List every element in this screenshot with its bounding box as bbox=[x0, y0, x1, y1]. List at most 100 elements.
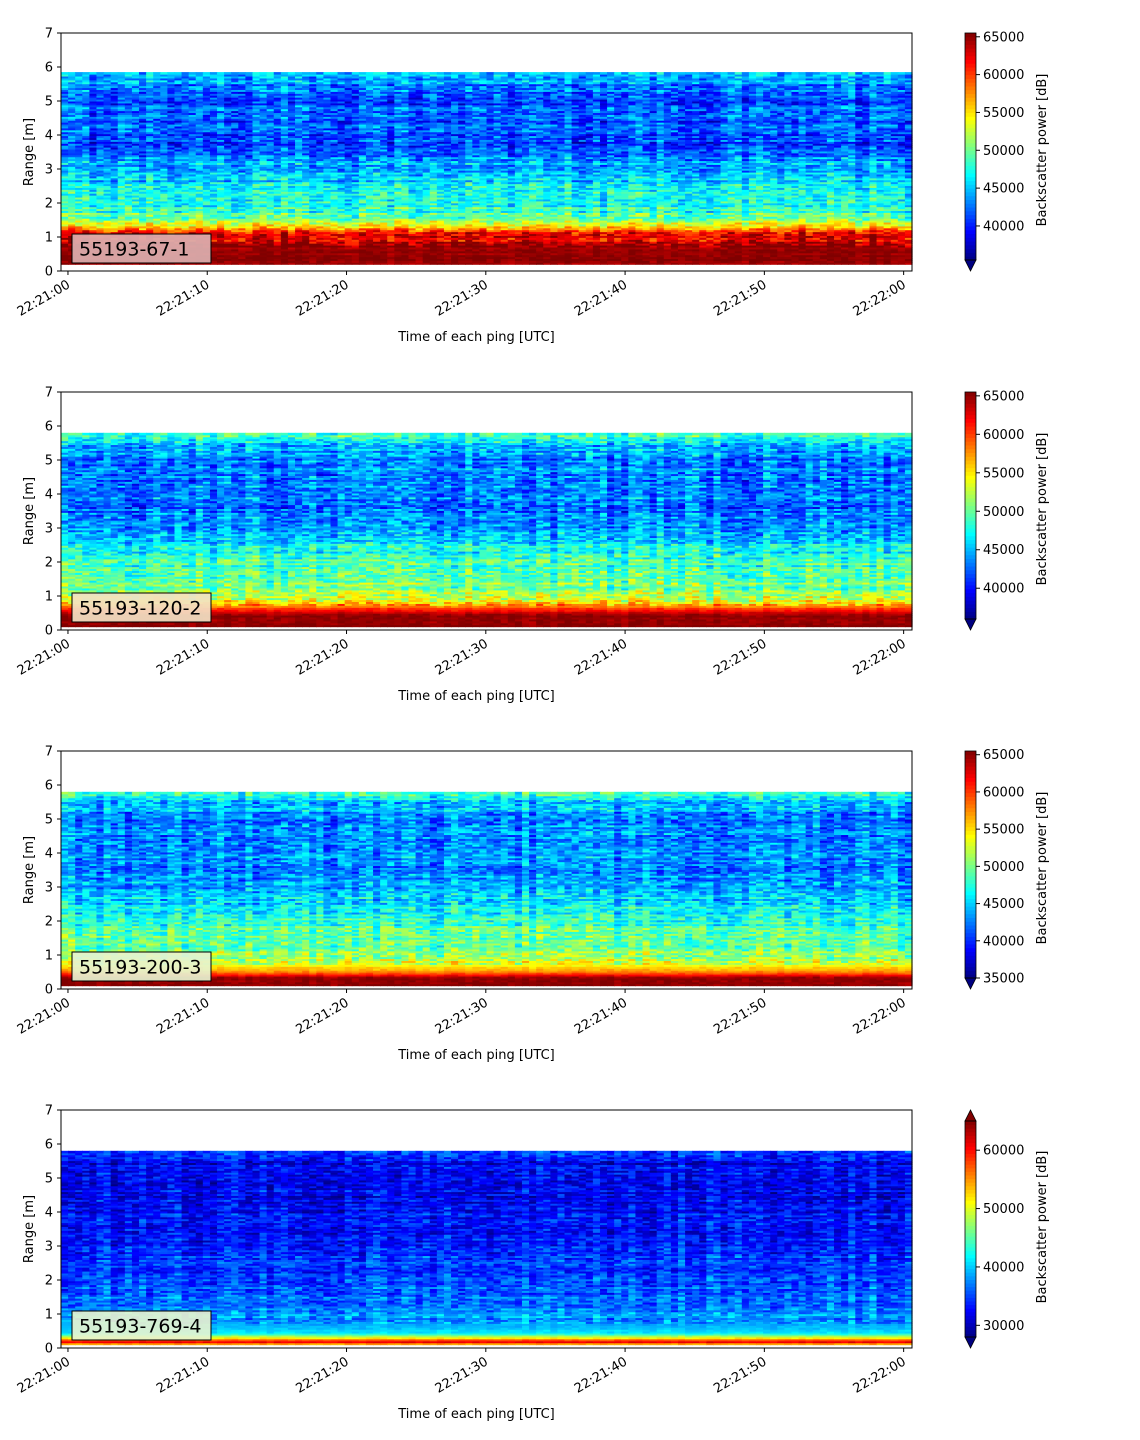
heatmap-cell bbox=[805, 241, 814, 244]
heatmap-cell bbox=[798, 246, 807, 250]
heatmap-cell bbox=[727, 250, 736, 254]
heatmap-cell bbox=[543, 248, 551, 252]
heatmap-cell bbox=[337, 258, 346, 261]
heatmap-cell bbox=[713, 244, 722, 248]
heatmap-cell bbox=[273, 252, 282, 256]
heatmap-cell bbox=[252, 256, 261, 260]
heatmap-cell bbox=[585, 246, 594, 250]
heatmap-cell bbox=[493, 243, 502, 246]
heatmap-cell bbox=[465, 256, 473, 260]
heatmap-cell bbox=[727, 246, 736, 250]
heatmap-cell bbox=[571, 262, 580, 265]
heatmap-cell bbox=[826, 246, 835, 250]
heatmap-cell bbox=[351, 246, 360, 250]
heatmap-cell bbox=[543, 260, 551, 263]
heatmap-cell bbox=[805, 254, 814, 258]
heatmap-cell bbox=[826, 258, 835, 261]
heatmap-cell bbox=[167, 262, 176, 265]
heatmap-cell bbox=[323, 248, 332, 252]
heatmap-cell bbox=[663, 256, 672, 260]
heatmap-cell bbox=[621, 254, 629, 258]
heatmap-cell bbox=[550, 246, 559, 250]
heatmap-cell bbox=[507, 239, 516, 242]
heatmap-cell bbox=[351, 258, 360, 261]
heatmap-cell bbox=[273, 250, 282, 254]
heatmap-cell bbox=[429, 256, 438, 260]
heatmap-cell bbox=[727, 262, 736, 265]
heatmap-cell bbox=[564, 241, 573, 244]
heatmap-cell bbox=[217, 252, 225, 256]
heatmap-cell bbox=[819, 248, 828, 252]
heatmap-cell bbox=[351, 244, 360, 248]
heatmap-cell bbox=[479, 241, 488, 244]
heatmap-cell bbox=[422, 241, 431, 244]
heatmap-cell bbox=[351, 262, 360, 265]
heatmap-cell bbox=[358, 254, 367, 258]
heatmap-cell bbox=[628, 235, 637, 238]
heatmap-cell bbox=[61, 239, 69, 242]
heatmap-cell bbox=[656, 244, 665, 248]
heatmap-cell bbox=[295, 244, 303, 248]
heatmap-cell bbox=[592, 243, 601, 246]
heatmap-cell bbox=[670, 235, 679, 238]
heatmap-cell bbox=[869, 252, 878, 256]
heatmap-cell bbox=[231, 246, 239, 250]
heatmap-cell bbox=[848, 235, 856, 238]
heatmap-cell bbox=[741, 252, 750, 256]
heatmap-cell bbox=[663, 248, 672, 252]
heatmap-cell bbox=[209, 260, 218, 263]
heatmap-cell bbox=[621, 262, 629, 265]
heatmap-cell bbox=[614, 246, 622, 250]
heatmap-cell bbox=[380, 244, 388, 248]
heatmap-cell bbox=[628, 237, 637, 240]
heatmap-cell bbox=[727, 235, 736, 238]
heatmap-cell bbox=[649, 256, 658, 260]
heatmap-cell bbox=[458, 241, 466, 244]
heatmap-cell bbox=[543, 246, 551, 250]
heatmap-cell bbox=[770, 254, 778, 258]
heatmap-cell bbox=[677, 237, 686, 240]
heatmap-cell bbox=[784, 237, 793, 240]
heatmap-cell bbox=[373, 239, 381, 242]
heatmap-cell bbox=[614, 241, 622, 244]
heatmap-cell bbox=[344, 260, 353, 263]
heatmap-cell bbox=[323, 244, 332, 248]
heatmap-cell bbox=[209, 235, 218, 238]
heatmap-cell bbox=[649, 258, 658, 261]
heatmap-cell bbox=[571, 243, 580, 246]
heatmap-cell bbox=[451, 252, 459, 256]
heatmap-cell bbox=[699, 246, 707, 250]
heatmap-cell bbox=[287, 250, 296, 254]
heatmap-cell bbox=[862, 246, 871, 250]
heatmap-cell bbox=[521, 260, 530, 263]
heatmap-cell bbox=[521, 250, 530, 254]
heatmap-cell bbox=[287, 239, 296, 242]
heatmap-cell bbox=[472, 239, 481, 242]
heatmap-cell bbox=[365, 235, 374, 238]
heatmap-cell bbox=[209, 250, 218, 254]
heatmap-cell bbox=[656, 254, 665, 258]
heatmap-cell bbox=[259, 237, 268, 240]
heatmap-cell bbox=[500, 244, 509, 248]
heatmap-cell bbox=[365, 252, 374, 256]
heatmap-cell bbox=[578, 244, 587, 248]
heatmap-cell bbox=[819, 262, 828, 265]
heatmap-cell bbox=[479, 258, 488, 261]
heatmap-cell bbox=[819, 246, 828, 250]
heatmap-cell bbox=[543, 252, 551, 256]
heatmap-cell bbox=[458, 235, 466, 238]
heatmap-cell bbox=[436, 235, 445, 238]
heatmap-cell bbox=[904, 237, 913, 240]
heatmap-cell bbox=[876, 244, 885, 248]
heatmap-cell bbox=[422, 256, 431, 260]
heatmap-cell bbox=[649, 262, 658, 265]
heatmap-cell bbox=[642, 260, 651, 263]
heatmap-cell bbox=[529, 244, 537, 248]
heatmap-cell bbox=[330, 250, 339, 254]
heatmap-cell bbox=[791, 250, 800, 254]
heatmap-cell bbox=[848, 250, 856, 254]
heatmap-cell bbox=[550, 239, 559, 242]
heatmap-cell bbox=[486, 241, 495, 244]
heatmap-cell bbox=[713, 248, 722, 252]
